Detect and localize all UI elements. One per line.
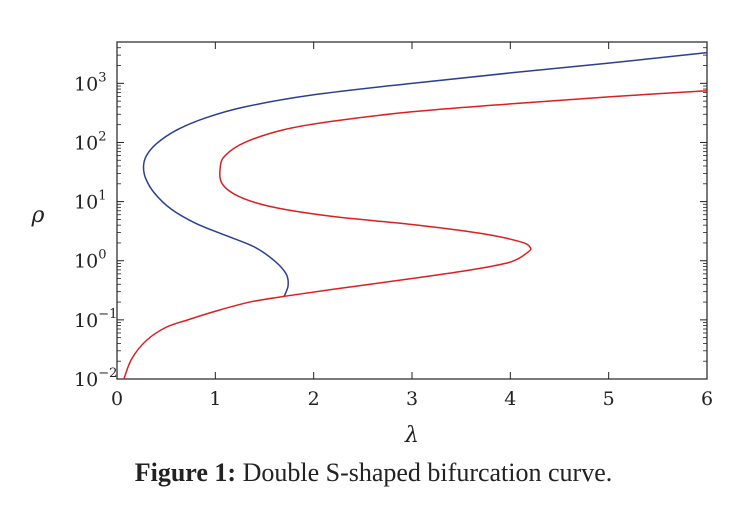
x-tick-labels: 0 1 2 3 4 5 6 [111, 388, 713, 410]
figure-caption: Figure 1: Double S-shaped bifurcation cu… [0, 458, 747, 488]
y-tick-exponent: 2 [98, 129, 106, 144]
y-tick-label: 10−1 [74, 307, 117, 332]
x-tick-label: 3 [406, 388, 418, 410]
x-axis-label: λ [404, 423, 419, 448]
y-tick-base: 10 [74, 192, 98, 214]
y-tick-exponent: 0 [98, 248, 106, 263]
y-axis-label: ρ [31, 203, 45, 228]
y-tick-label: 102 [74, 129, 106, 154]
y-tick-label: 103 [74, 70, 106, 95]
y-tick-exponent: −1 [98, 307, 117, 322]
blue-curve [142, 51, 708, 297]
caption-label: Figure 1: [134, 458, 237, 487]
x-tick-label: 1 [209, 388, 221, 410]
caption-text: Double S-shaped bifurcation curve. [236, 458, 613, 487]
x-tick-label: 4 [504, 388, 516, 410]
y-tick-exponent: −2 [98, 366, 117, 381]
y-tick-exponent: 1 [98, 189, 106, 204]
y-tick-base: 10 [74, 310, 98, 332]
y-tick-base: 10 [74, 132, 98, 154]
y-tick-base: 10 [74, 73, 98, 95]
y-tick-label: 101 [74, 189, 106, 214]
plot-frame [116, 41, 708, 380]
axis-ticks [116, 41, 708, 380]
x-tick-label: 0 [111, 388, 123, 410]
y-tick-exponent: 3 [98, 70, 106, 85]
y-tick-label: 10−2 [74, 366, 117, 391]
y-tick-base: 10 [74, 369, 98, 391]
y-tick-base: 10 [74, 251, 98, 273]
series-group [123, 51, 708, 380]
x-tick-label: 2 [308, 388, 320, 410]
x-tick-label: 5 [603, 388, 615, 410]
red-curve [123, 89, 708, 380]
y-tick-label: 100 [74, 248, 106, 273]
x-tick-label: 6 [701, 388, 713, 410]
